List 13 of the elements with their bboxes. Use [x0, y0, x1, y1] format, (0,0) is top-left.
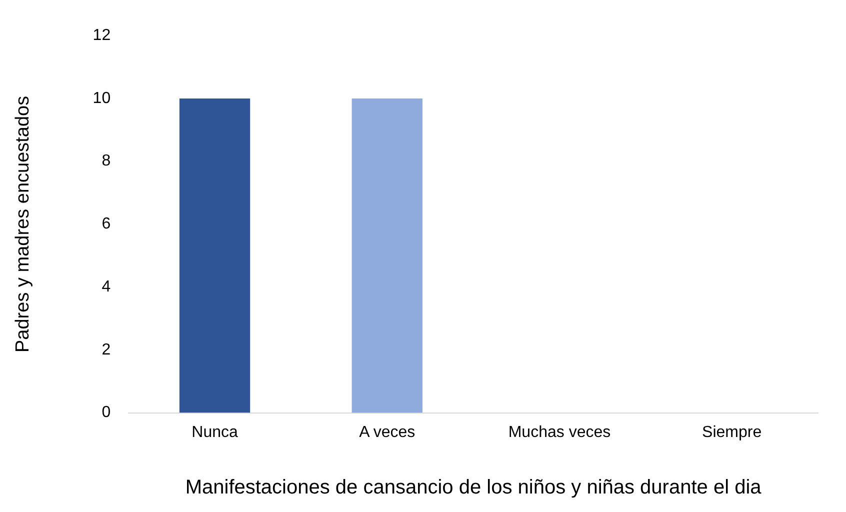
y-tick-label: 6 — [102, 216, 111, 233]
y-tick-label: 4 — [102, 278, 111, 296]
y-tick-label: 8 — [102, 152, 111, 170]
y-tick-label: 0 — [102, 404, 111, 422]
y-tick-label: 10 — [92, 90, 111, 107]
x-tick-label: Nunca — [192, 424, 238, 441]
y-axis-title: Padres y madres encuestados — [12, 96, 34, 353]
x-tick-label: A veces — [359, 424, 416, 441]
y-tick-label: 12 — [92, 27, 111, 44]
y-tick-label: 2 — [102, 341, 111, 358]
x-axis-title: Manifestaciones de cansancio de los niños y niñas durante el dia — [185, 476, 762, 499]
x-tick-label: Muchas veces — [508, 424, 611, 441]
x-tick-label: Siempre — [702, 424, 762, 441]
